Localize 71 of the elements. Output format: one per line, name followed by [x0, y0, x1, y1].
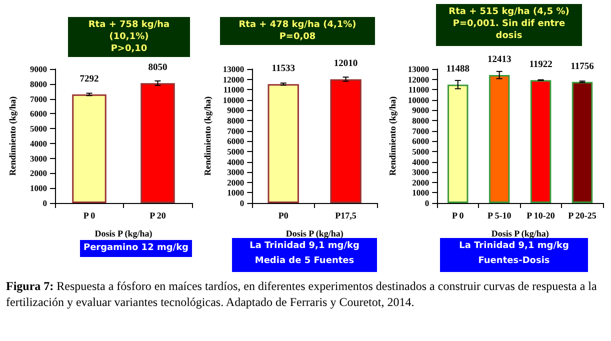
y-tick-label: 1000: [412, 188, 430, 198]
y-tick-label: 0: [424, 198, 430, 208]
x-tick-label: P 20: [150, 210, 166, 220]
y-tick-label: 5000: [227, 146, 244, 156]
text: La Trinidad 9,1 mg/kg Media de 5 Fuentes: [232, 238, 377, 272]
y-tick-label: 7000: [30, 94, 47, 104]
y-tick-label: 7000: [227, 126, 244, 136]
y-tick-label: 11000: [223, 84, 244, 95]
y-tick-label: 2000: [30, 168, 47, 178]
x-tick-label: P 0: [83, 210, 96, 220]
x-tick-label: P0: [278, 210, 289, 220]
bar: [488, 75, 510, 203]
y-tick-label: 9000: [227, 105, 244, 116]
y-tick-label: 12000: [222, 74, 244, 84]
y-axis-title: Rendimiento (kg/ha): [388, 96, 398, 176]
y-tick-label: 6000: [412, 136, 430, 146]
y-tick-label: 4000: [30, 138, 47, 148]
data-label: 12413: [487, 55, 512, 66]
y-tick-label: 5000: [412, 146, 430, 156]
y-tick-label: 13000: [408, 64, 430, 74]
y-tick-label: 11000: [408, 84, 430, 95]
data-label: 11756: [570, 62, 594, 72]
y-tick-label: 0: [42, 198, 47, 208]
x-tick-label: P 20-25: [568, 210, 597, 220]
data-label: 11488: [446, 64, 470, 75]
data-label: 12010: [334, 59, 358, 70]
y-tick-label: 13000: [222, 64, 244, 74]
text: Pergamino 12 mg/kg: [80, 240, 192, 257]
x-tick-label: P 10-20: [526, 210, 556, 220]
y-tick-label: 9000: [30, 64, 47, 74]
y-tick-label: 3000: [412, 167, 430, 178]
y-tick-label: 1000: [30, 183, 47, 194]
text: Rta + 515 kg/ha (4,5 %) P=0,001. Sin dif entre dosis: [436, 4, 582, 46]
text: Rta + 758 kg/ha (10,1%) P>0,10: [68, 17, 190, 57]
data-label: 11922: [529, 60, 553, 70]
y-tick-label: 5000: [30, 124, 47, 134]
y-tick-label: 6000: [30, 108, 47, 119]
y-tick-label: 4000: [227, 156, 244, 167]
y-tick-label: 10000: [222, 94, 244, 105]
x-tick-label: P 5-10: [487, 210, 512, 220]
x-tick-label: P 0: [452, 210, 464, 220]
y-tick-label: 3000: [227, 167, 244, 178]
y-axis-title: Rendimiento (kg/ha): [202, 96, 212, 176]
x-axis-title: Dosis P (kg/ha): [491, 228, 549, 238]
y-tick-label: 4000: [412, 156, 430, 167]
y-tick-label: 6000: [227, 136, 244, 146]
y-tick-label: 8000: [412, 116, 430, 126]
y-tick-label: 10000: [408, 94, 430, 105]
text: La Trinidad 9,1 mg/kg Fuentes-Dosis: [440, 238, 588, 272]
bar: [572, 82, 593, 203]
y-tick-label: 1000: [227, 188, 244, 198]
y-tick-label: 3000: [30, 153, 47, 164]
bar: [530, 80, 552, 203]
y-tick-label: 9000: [412, 105, 430, 116]
x-axis-title: Dosis P (kg/ha): [94, 228, 152, 238]
x-axis-title: Dosis P (kg/ha): [286, 228, 344, 238]
y-axis-title: Rendimiento (kg/ha): [8, 96, 18, 176]
data-label: 8050: [148, 63, 168, 74]
y-tick-label: 7000: [412, 126, 430, 136]
y-tick-label: 2000: [227, 177, 244, 188]
text: Rta + 478 kg/ha (4,1%) P=0,08: [220, 17, 375, 45]
data-label: 11533: [272, 64, 296, 74]
bar: [448, 84, 468, 203]
y-tick-label: 12000: [408, 74, 430, 84]
text: Figura 7: Respuesta a fósforo en maíces tardíos, en diferentes experimentos destinados a construir curvas de respuesta a la fertilización y evaluar variantes tecnológicas. Adaptado de Ferraris y Couretot, 2014.: [6, 278, 598, 310]
data-label: 7292: [80, 74, 99, 84]
y-tick-label: 2000: [412, 177, 430, 188]
y-tick-label: 0: [240, 198, 244, 208]
x-tick-label: P17,5: [335, 210, 357, 220]
y-tick-label: 8000: [227, 116, 244, 126]
y-tick-label: 8000: [30, 78, 47, 89]
